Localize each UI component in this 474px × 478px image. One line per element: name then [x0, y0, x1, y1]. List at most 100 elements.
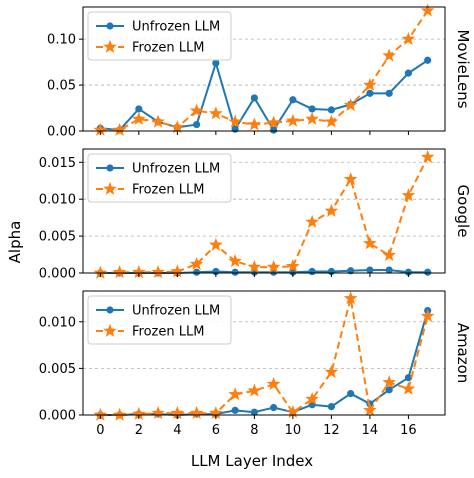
legend-label: Frozen LLM	[132, 41, 204, 56]
data-point-frozen	[286, 259, 300, 273]
data-point-frozen	[343, 291, 358, 305]
data-point-frozen	[266, 377, 281, 391]
data-point-unfrozen	[424, 268, 432, 276]
data-point-unfrozen	[327, 403, 335, 411]
data-point-unfrozen	[308, 105, 316, 113]
data-point-frozen	[112, 407, 127, 421]
data-point-frozen	[305, 214, 319, 228]
legend-label: Frozen LLM	[132, 325, 204, 340]
data-point-unfrozen	[327, 106, 335, 114]
data-point-frozen	[363, 77, 377, 91]
data-point-frozen	[401, 381, 416, 395]
data-point-unfrozen	[404, 268, 413, 276]
data-point-unfrozen	[193, 120, 201, 129]
data-point-frozen	[401, 188, 416, 202]
data-point-frozen	[228, 114, 242, 128]
data-point-unfrozen	[270, 126, 278, 134]
data-point-frozen	[131, 406, 146, 420]
plot-frame	[82, 148, 446, 274]
legend-marker-frozen	[103, 181, 117, 195]
panel-label: MovieLens	[454, 29, 472, 108]
series-line-frozen	[100, 156, 429, 274]
x-tick-label: 2	[135, 423, 143, 438]
x-axis-label: LLM Layer Index	[191, 452, 313, 470]
data-point-frozen	[170, 405, 185, 419]
data-point-frozen	[170, 120, 185, 134]
data-point-frozen	[305, 391, 319, 405]
data-point-frozen	[247, 383, 262, 397]
legend-marker-frozen	[103, 39, 117, 53]
legend-marker-unfrozen	[106, 306, 114, 314]
data-point-frozen	[363, 403, 377, 417]
data-point-unfrozen	[385, 266, 393, 274]
legend: Unfrozen LLM Frozen LLM	[87, 153, 232, 203]
data-point-frozen	[363, 236, 377, 250]
legend-marker-unfrozen	[106, 22, 114, 30]
data-point-frozen	[189, 103, 204, 117]
y-tick-label: 0.010	[39, 193, 76, 208]
y-tick-label: 0.05	[47, 79, 76, 94]
data-point-frozen	[112, 122, 127, 136]
data-point-frozen	[131, 111, 146, 125]
data-point-frozen	[420, 3, 435, 17]
data-point-unfrozen	[231, 125, 239, 133]
data-point-unfrozen	[366, 89, 374, 97]
data-point-frozen	[305, 111, 319, 125]
data-point-frozen	[420, 149, 435, 163]
data-point-frozen	[266, 115, 281, 129]
data-point-frozen	[382, 48, 397, 62]
data-point-frozen	[209, 106, 223, 120]
x-tick-label: 16	[400, 423, 417, 438]
x-tick-label: 4	[173, 423, 181, 438]
y-axis-label: Alpha	[6, 221, 24, 264]
legend-label: Unfrozen LLM	[132, 162, 220, 177]
data-point-frozen	[286, 405, 300, 419]
data-point-unfrozen	[347, 389, 355, 398]
x-tick-label: 0	[96, 423, 104, 438]
panel-label: Amazon	[454, 323, 472, 384]
panel-amazon: 0.000 0.005 0.010 0 2 4 6 8 10 12 14 16 Amazon Unfroz…	[39, 290, 472, 438]
data-point-frozen	[247, 117, 262, 131]
data-point-unfrozen	[270, 403, 278, 412]
data-point-frozen	[266, 259, 281, 273]
data-point-unfrozen	[404, 69, 413, 77]
data-point-frozen	[189, 405, 204, 419]
series-line-frozen	[100, 297, 429, 416]
data-point-unfrozen	[250, 94, 258, 102]
data-point-frozen	[93, 407, 108, 421]
x-tick-label: 12	[323, 423, 340, 438]
data-point-frozen	[189, 256, 204, 270]
data-point-frozen	[209, 237, 223, 251]
y-tick-label: 0.10	[47, 33, 76, 48]
y-tick-label: 0.00	[47, 125, 76, 140]
panel-label: Google	[454, 185, 472, 238]
data-point-frozen	[93, 122, 108, 136]
data-point-frozen	[324, 114, 339, 128]
legend-label: Frozen LLM	[132, 183, 204, 198]
data-point-frozen	[151, 405, 165, 419]
data-point-frozen	[401, 31, 416, 45]
x-tick-label: 8	[250, 423, 258, 438]
data-point-frozen	[131, 265, 146, 279]
x-tick-label: 6	[212, 423, 220, 438]
panel-movielens: 0.00 0.05 0.10 MovieLens Unfrozen LLM Frozen …	[47, 3, 472, 140]
y-tick-label: 0.005	[39, 362, 76, 377]
data-point-unfrozen	[289, 96, 297, 104]
data-point-frozen	[112, 265, 127, 279]
y-tick-label: 0.005	[39, 230, 76, 245]
data-point-unfrozen	[231, 406, 239, 414]
data-point-frozen	[209, 405, 223, 419]
data-point-frozen	[247, 259, 262, 273]
data-point-frozen	[343, 172, 358, 186]
data-point-unfrozen	[308, 267, 316, 276]
x-tick-label: 14	[362, 423, 379, 438]
data-point-unfrozen	[424, 56, 432, 64]
data-point-frozen	[170, 264, 185, 278]
legend-label: Unfrozen LLM	[132, 304, 220, 319]
y-tick-label: 0.010	[39, 315, 76, 330]
data-point-unfrozen	[193, 268, 201, 276]
data-point-frozen	[151, 265, 165, 279]
data-point-unfrozen	[250, 408, 258, 416]
